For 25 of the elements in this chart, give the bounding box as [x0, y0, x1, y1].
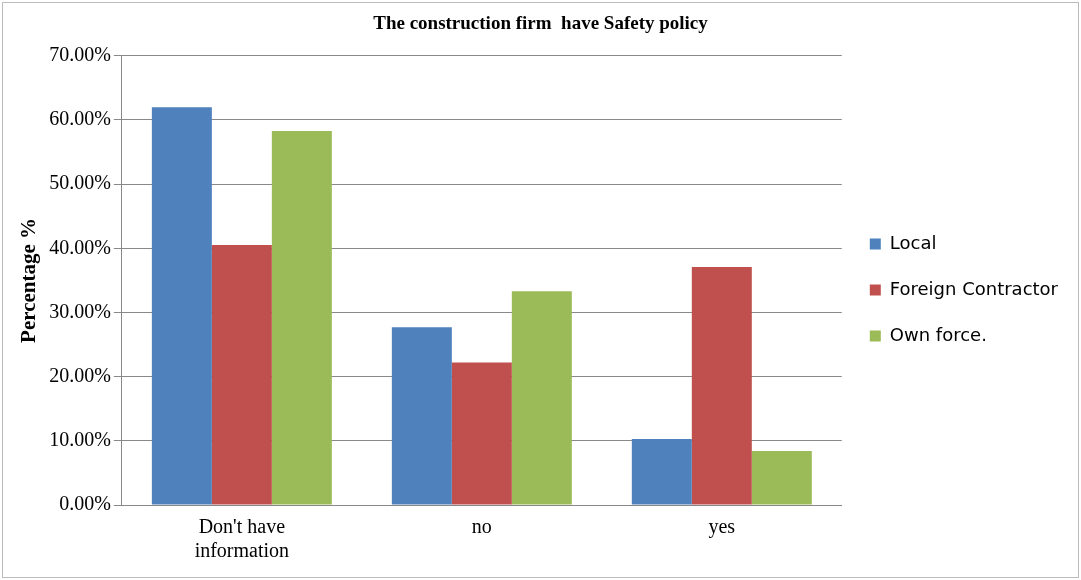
x-tick-label: no	[471, 515, 492, 538]
y-tick-label: 0.00%	[59, 492, 111, 515]
y-tick-label: 10.00%	[49, 428, 111, 451]
bar	[691, 266, 752, 505]
legend-label: Own force.	[889, 323, 987, 345]
bar	[511, 291, 572, 505]
x-tick-label: Don't have information	[194, 515, 290, 562]
bar	[751, 451, 812, 505]
y-tick-label: 40.00%	[49, 235, 111, 258]
y-tick-label: 60.00%	[49, 107, 111, 130]
bar	[451, 362, 512, 505]
x-tick-label: yes	[708, 515, 736, 539]
y-tick-label: 30.00%	[49, 299, 111, 322]
y-axis-title: Percentage %	[16, 217, 41, 343]
y-tick-label: 50.00%	[49, 171, 111, 194]
y-tick-label: 70.00%	[49, 43, 111, 66]
bar	[271, 130, 332, 505]
legend-label: Local	[889, 231, 937, 253]
chart-title: The construction firm have Safety policy	[373, 12, 709, 34]
bar	[151, 107, 212, 505]
bar	[631, 438, 692, 505]
y-tick-label: 20.00%	[49, 363, 111, 386]
legend-label: Foreign Contractor	[889, 277, 1059, 299]
bar	[391, 327, 452, 505]
bar	[211, 245, 272, 505]
